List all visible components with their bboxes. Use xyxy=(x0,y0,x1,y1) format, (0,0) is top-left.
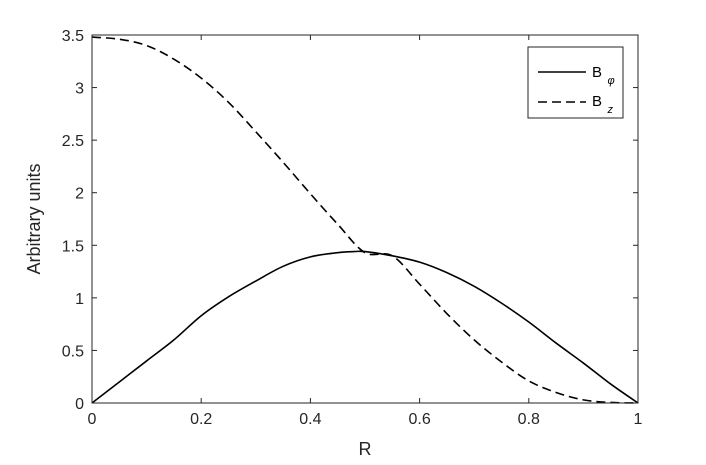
axes-box xyxy=(91,34,639,404)
y-tick-label: 0.5 xyxy=(62,343,84,360)
y-tick-label: 0 xyxy=(75,396,84,413)
x-tick-label: 0 xyxy=(88,411,97,428)
y-tick-label: 2 xyxy=(75,186,84,203)
y-tick-label: 3 xyxy=(75,81,84,98)
x-tick-label: 0.6 xyxy=(408,411,430,428)
y-axis-title: Arbitrary units xyxy=(24,163,44,274)
x-axis-ticks: 0 0.2 0.4 0.6 0.8 1 xyxy=(88,35,643,428)
x-axis-title: R xyxy=(359,439,372,459)
legend-label-b-phi: B φ xyxy=(592,64,615,87)
y-tick-label: 1 xyxy=(75,291,84,308)
legend-label-b-z: B z xyxy=(592,93,613,116)
x-tick-label: 1 xyxy=(634,411,643,428)
series-line-b-phi xyxy=(91,250,639,404)
legend: B φ B z xyxy=(527,46,624,119)
y-tick-label: 3.5 xyxy=(62,28,84,45)
y-tick-label: 2.5 xyxy=(62,133,84,150)
series-line-b-z xyxy=(91,36,639,404)
plot-area xyxy=(91,36,639,404)
x-tick-label: 0.4 xyxy=(299,411,321,428)
y-axis-ticks: 0 0.5 1 1.5 2 2.5 3 3.5 xyxy=(62,28,638,413)
y-tick-label: 1.5 xyxy=(62,238,84,255)
x-tick-label: 0.2 xyxy=(190,411,212,428)
legend-box xyxy=(527,46,624,119)
x-tick-label: 0.8 xyxy=(518,411,540,428)
